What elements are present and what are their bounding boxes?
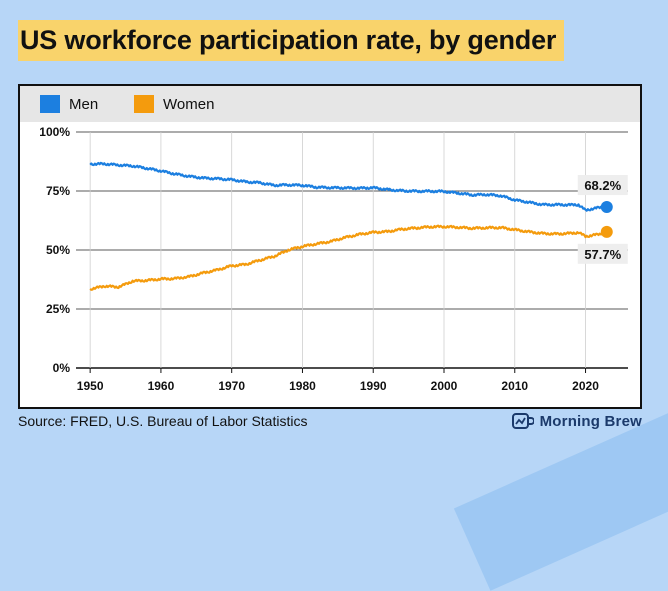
legend: Men Women bbox=[20, 86, 640, 122]
legend-swatch-men bbox=[40, 95, 60, 113]
y-tick-label-100: 100% bbox=[39, 125, 70, 139]
legend-label-women: Women bbox=[163, 95, 215, 113]
x-tick-label-2000: 2000 bbox=[431, 379, 458, 393]
x-tick-label-2010: 2010 bbox=[501, 379, 528, 393]
y-tick-label-25: 25% bbox=[46, 302, 70, 316]
x-tick-label-1990: 1990 bbox=[360, 379, 387, 393]
chart-card: Men Women 0% 25% 50% 75% 100% 1950 1960 1970 198… bbox=[18, 84, 642, 409]
end-label-men: 68.2% bbox=[584, 178, 621, 193]
chart-title: US workforce participation rate, by gend… bbox=[18, 20, 565, 61]
x-tick-label-1980: 1980 bbox=[289, 379, 316, 393]
x-tick-label-1970: 1970 bbox=[218, 379, 245, 393]
y-tick-label-75: 75% bbox=[46, 184, 70, 198]
y-tick-label-0: 0% bbox=[53, 361, 71, 375]
coffee-cup-icon bbox=[511, 413, 534, 429]
end-label-bg-men bbox=[577, 175, 628, 196]
series-line-women bbox=[89, 224, 607, 291]
series-line-men bbox=[89, 161, 608, 212]
legend-label-men: Men bbox=[69, 95, 99, 113]
end-label-women: 57.7% bbox=[584, 247, 621, 262]
title-highlight: US workforce participation rate, by gend… bbox=[18, 20, 565, 61]
x-tick-label-1950: 1950 bbox=[77, 379, 104, 393]
end-label-bg-women bbox=[577, 243, 628, 264]
end-point-women bbox=[600, 225, 613, 238]
y-tick-label-50: 50% bbox=[46, 243, 70, 257]
source-note: Source: FRED, U.S. Bureau of Labor Stati… bbox=[18, 413, 308, 429]
x-tick-label-1960: 1960 bbox=[148, 379, 175, 393]
line-chart: 0% 25% 50% 75% 100% 1950 1960 1970 1980 1990 2000 2… bbox=[39, 125, 628, 393]
x-tick-label-2020: 2020 bbox=[572, 379, 599, 393]
end-point-men bbox=[600, 201, 613, 214]
legend-item-women: Women bbox=[134, 95, 214, 113]
brand-logo: Morning Brew bbox=[511, 411, 642, 431]
legend-swatch-women bbox=[134, 95, 154, 113]
legend-item-men: Men bbox=[40, 95, 98, 113]
brand-name: Morning Brew bbox=[539, 412, 642, 430]
